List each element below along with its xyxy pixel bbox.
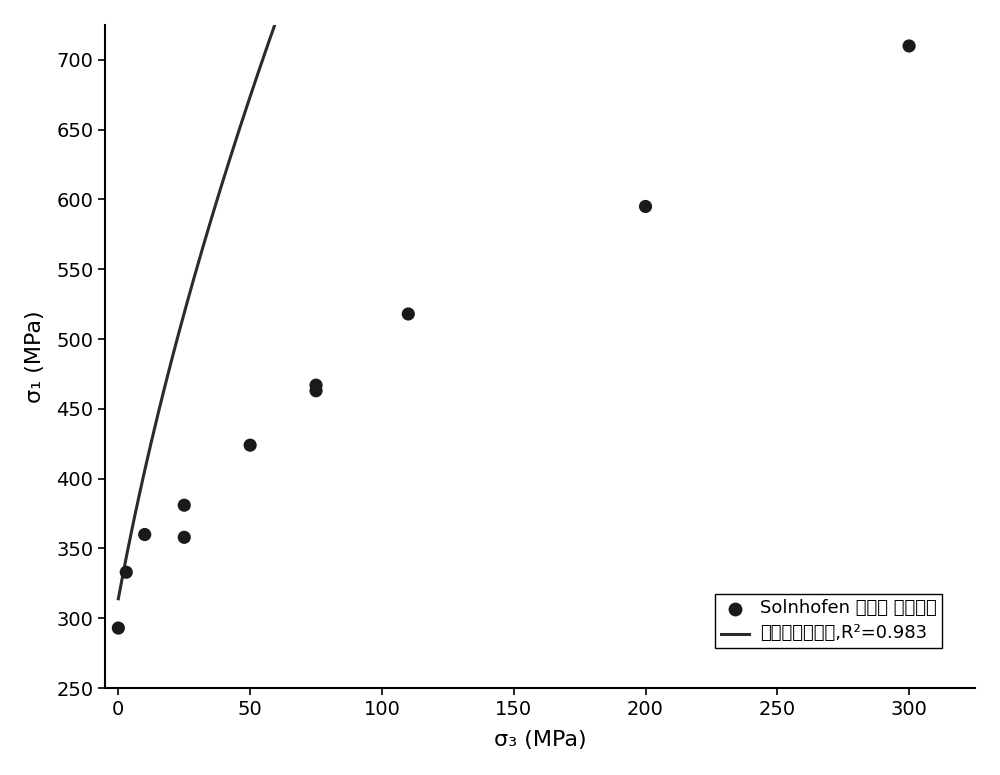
Legend: Solnhofen 石灰岩 试验结果, 新准则拟合曲线,R²=0.983: Solnhofen 石灰岩 试验结果, 新准则拟合曲线,R²=0.983 xyxy=(715,594,942,648)
Point xyxy=(118,566,134,578)
Point xyxy=(901,40,917,52)
Point xyxy=(176,499,192,512)
Point xyxy=(242,439,258,451)
X-axis label: σ₃ (MPa): σ₃ (MPa) xyxy=(494,730,586,750)
Point xyxy=(308,379,324,391)
Point xyxy=(110,622,126,634)
Point xyxy=(400,308,416,320)
Point xyxy=(638,200,654,212)
Point xyxy=(308,384,324,397)
Point xyxy=(176,531,192,543)
Y-axis label: σ₁ (MPa): σ₁ (MPa) xyxy=(25,310,45,403)
Point xyxy=(137,529,153,541)
